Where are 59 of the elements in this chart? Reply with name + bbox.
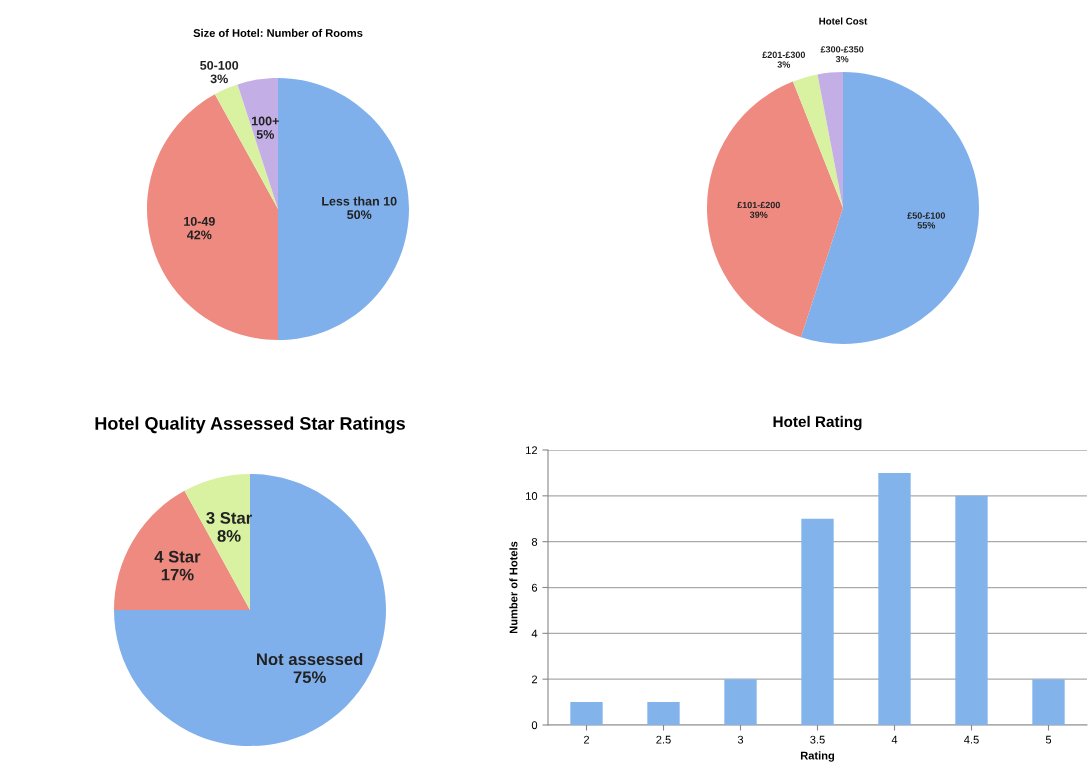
chart-title: Hotel Rating bbox=[773, 415, 862, 431]
bar bbox=[647, 702, 680, 725]
data-label: 55% bbox=[917, 222, 936, 229]
y-tick-label: 0 bbox=[531, 721, 538, 730]
bar bbox=[724, 679, 757, 725]
x-tick-label: 2 bbox=[583, 735, 590, 744]
y-axis-title: Number of Hotels bbox=[509, 541, 518, 634]
slice-label: 4 Star bbox=[154, 550, 201, 563]
x-tick-label: 2.5 bbox=[656, 735, 671, 744]
pie-slice bbox=[114, 474, 386, 746]
pie-slice bbox=[278, 78, 409, 340]
slice-label: £101-£200 bbox=[737, 201, 780, 209]
data-label: 42% bbox=[187, 230, 212, 240]
chart-title: Hotel Cost bbox=[819, 17, 868, 25]
data-label: 3% bbox=[777, 61, 791, 68]
x-tick-label: 3 bbox=[737, 735, 744, 744]
pie-slice bbox=[147, 94, 278, 340]
x-tick-label: 4.5 bbox=[964, 735, 979, 744]
slice-label: Not assessed bbox=[257, 652, 363, 666]
bar bbox=[801, 518, 834, 725]
pie-slice bbox=[817, 72, 843, 208]
y-tick-label: 10 bbox=[526, 492, 538, 500]
slice-label: Less than 10 bbox=[322, 196, 397, 206]
slice-label: £50-£100 bbox=[907, 212, 945, 219]
x-tick-label: 4 bbox=[891, 735, 898, 744]
data-label: 3% bbox=[835, 55, 849, 63]
pie-slice bbox=[707, 81, 843, 338]
x-axis-title: Rating bbox=[800, 751, 835, 762]
pie-slice bbox=[800, 72, 979, 344]
y-tick-label: 2 bbox=[531, 675, 538, 684]
slice-label: 3 Star bbox=[206, 512, 252, 524]
slice-label: £201-£300 bbox=[762, 51, 806, 58]
data-label: 75% bbox=[293, 671, 326, 684]
data-label: 3% bbox=[210, 74, 228, 84]
slice-label: £300-£350 bbox=[820, 46, 864, 53]
chart-title: Size of Hotel: Number of Rooms bbox=[193, 28, 363, 37]
y-tick-label: 12 bbox=[526, 446, 538, 455]
x-tick-label: 3.5 bbox=[810, 735, 825, 744]
pie-slice bbox=[114, 490, 250, 610]
slice-label: 10-49 bbox=[184, 216, 215, 226]
data-label: 8% bbox=[217, 529, 241, 542]
y-tick-label: 8 bbox=[531, 537, 538, 546]
chart-title: Hotel Quality Assessed Star Ratings bbox=[95, 416, 405, 434]
y-tick-label: 4 bbox=[531, 629, 538, 638]
bar bbox=[570, 702, 603, 725]
slice-label: 100+ bbox=[252, 116, 279, 126]
data-label: 17% bbox=[161, 568, 194, 581]
data-label: 39% bbox=[749, 211, 768, 218]
y-tick-label: 6 bbox=[531, 583, 538, 592]
pie-slice bbox=[237, 78, 278, 209]
pie-slice bbox=[214, 84, 278, 209]
pie-slice bbox=[792, 74, 843, 208]
bar bbox=[878, 472, 911, 725]
data-label: 5% bbox=[256, 130, 274, 139]
bar bbox=[955, 495, 988, 725]
x-tick-label: 5 bbox=[1045, 735, 1052, 744]
bar bbox=[1032, 679, 1065, 725]
slice-label: 50-100 bbox=[200, 60, 239, 70]
data-label: 50% bbox=[347, 210, 372, 220]
